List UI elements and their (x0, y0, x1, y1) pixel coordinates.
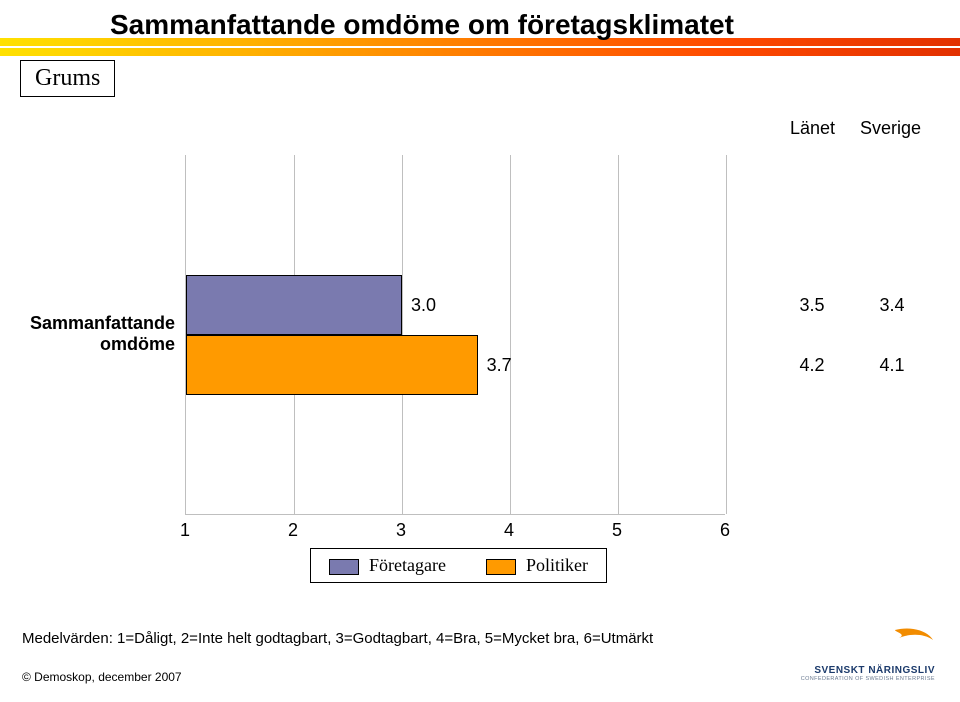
x-tick-label: 5 (607, 520, 627, 541)
copyright: © Demoskop, december 2007 (22, 670, 182, 684)
page-title: Sammanfattande omdöme om företagsklimate… (110, 9, 734, 41)
chart-area (185, 155, 725, 515)
bar-label-politiker: 3.7 (487, 335, 512, 395)
legend: Företagare Politiker (310, 548, 607, 583)
gridline (618, 155, 619, 514)
logo-text: SVENSKT NÄRINGSLIV (775, 665, 935, 676)
gridline (726, 155, 727, 514)
y-axis-label-line1: Sammanfattande (30, 313, 175, 333)
x-tick-label: 2 (283, 520, 303, 541)
y-axis-label-line2: omdöme (100, 334, 175, 354)
logo-svg (775, 624, 935, 660)
bar-företagare (186, 275, 402, 335)
x-tick-label: 3 (391, 520, 411, 541)
municipality-box: Grums (20, 60, 115, 97)
bar-label-foretagare: 3.0 (411, 275, 436, 335)
legend-swatch-politiker (486, 559, 516, 575)
x-tick-label: 4 (499, 520, 519, 541)
column-header-lanet: Länet (790, 118, 835, 139)
legend-swatch-foretagare (329, 559, 359, 575)
footnote: Medelvärden: 1=Dåligt, 2=Inte helt godta… (22, 630, 653, 647)
legend-label-politiker: Politiker (526, 555, 588, 575)
column-header-sverige: Sverige (860, 118, 921, 139)
x-tick-label: 6 (715, 520, 735, 541)
gradient-band-bottom (0, 48, 960, 56)
logo: SVENSKT NÄRINGSLIV CONFEDERATION OF SWED… (775, 624, 935, 682)
bar-politiker (186, 335, 478, 395)
sverige-value-politiker: 4.1 (862, 335, 922, 395)
y-axis-label: Sammanfattande omdöme (0, 313, 175, 354)
legend-item-foretagare: Företagare (329, 555, 446, 576)
legend-label-foretagare: Företagare (369, 555, 446, 575)
x-tick-label: 1 (175, 520, 195, 541)
legend-item-politiker: Politiker (486, 555, 588, 576)
lanet-value-politiker: 4.2 (782, 335, 842, 395)
sverige-value-foretagare: 3.4 (862, 275, 922, 335)
logo-subtext: CONFEDERATION OF SWEDISH ENTERPRISE (775, 676, 935, 682)
lanet-value-foretagare: 3.5 (782, 275, 842, 335)
